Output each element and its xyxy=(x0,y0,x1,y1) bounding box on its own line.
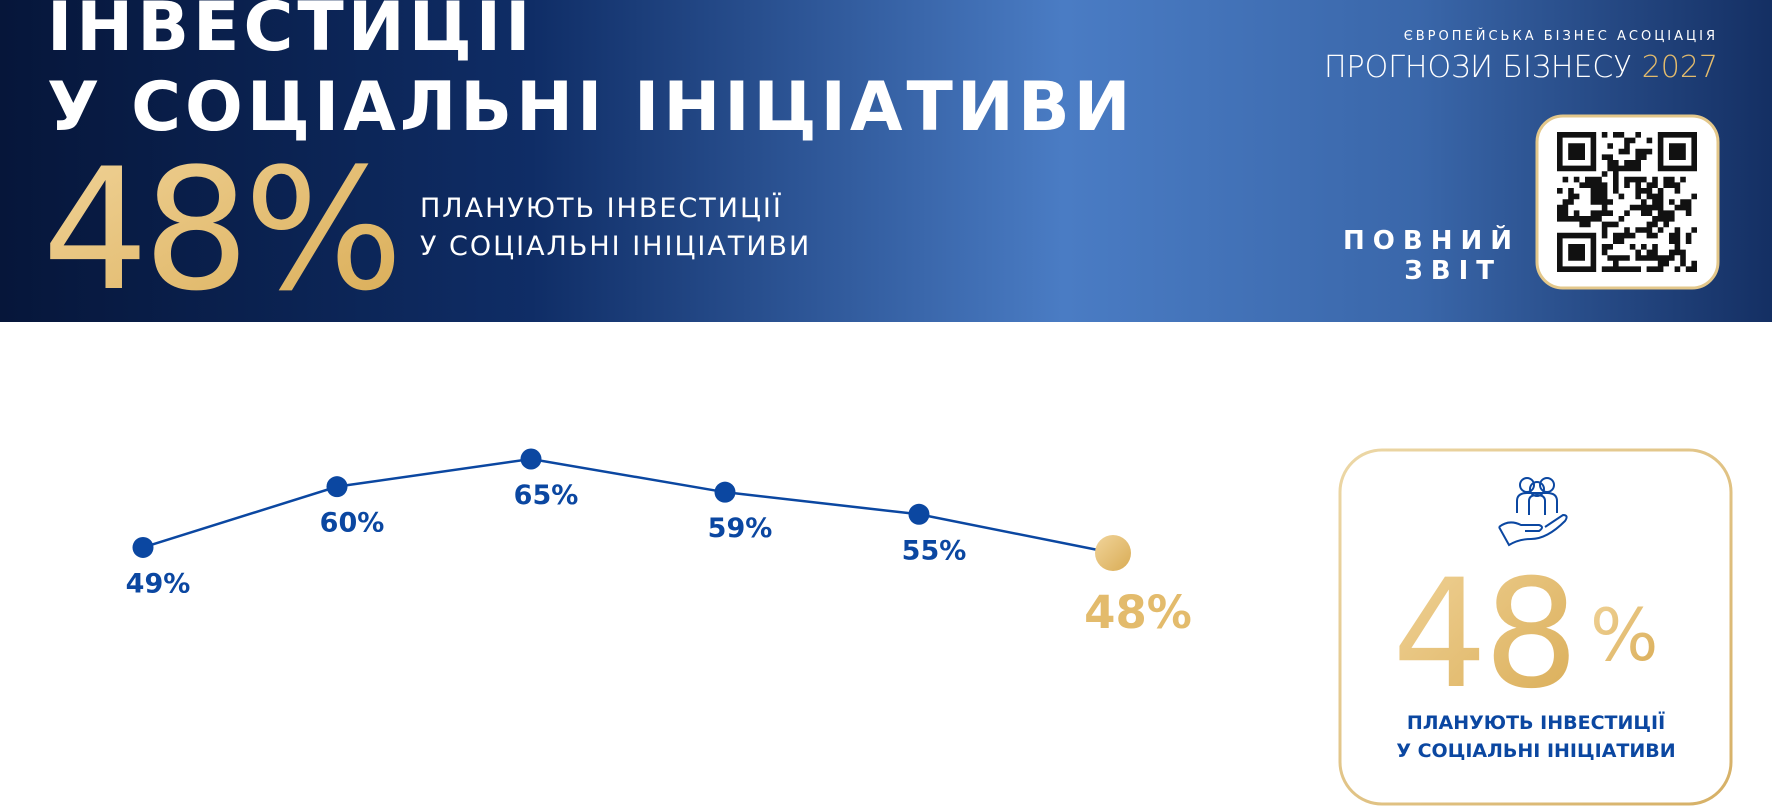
point xyxy=(520,448,542,470)
card-caption: У СОЦІАЛЬНІ ІНІЦІАТИВИ xyxy=(1396,740,1675,762)
qr-caption: ЗВІТ xyxy=(1404,256,1502,286)
card-stat-number: 48 xyxy=(1392,548,1575,722)
stat-caption: У СОЦІАЛЬНІ ІНІЦІАТИВИ xyxy=(420,231,811,262)
line xyxy=(142,457,1114,555)
card-caption: ПЛАНУЮТЬ ІНВЕСТИЦІЇ xyxy=(1407,710,1665,734)
value-label: 48% xyxy=(1084,586,1192,639)
report-title: ПРОГНОЗИ БІЗНЕСУ xyxy=(1324,50,1632,85)
highlight-point xyxy=(1095,535,1131,571)
stat-card xyxy=(1338,448,1733,806)
qr-caption: ПОВНИЙ xyxy=(1343,224,1520,256)
value-label: 49% xyxy=(126,568,191,599)
report-heading: ПРОГНОЗИ БІЗНЕСУ 2027 xyxy=(1324,50,1718,85)
title: У СОЦІАЛЬНІ ІНІЦІАТИВИ xyxy=(47,68,1135,147)
value-label: 60% xyxy=(320,508,385,539)
qr-modules xyxy=(1557,132,1697,272)
point xyxy=(908,503,930,525)
report-year: 2027 xyxy=(1642,50,1718,85)
value-label: 65% xyxy=(514,480,579,511)
organization: ЄВРОПЕЙСЬКА БІЗНЕС АСОЦІАЦІЯ xyxy=(1404,28,1718,44)
stat-caption: ПЛАНУЮТЬ ІНВЕСТИЦІЇ xyxy=(420,192,783,224)
card-stat-unit: % xyxy=(1590,593,1658,677)
line-chart: 49% 60% 65% 59% 55% 48% xyxy=(126,448,1192,639)
title: ІНВЕСТИЦІЇ xyxy=(47,0,534,67)
header-background xyxy=(0,0,1772,322)
point xyxy=(132,536,154,558)
point xyxy=(714,481,736,503)
value-label: 59% xyxy=(708,513,773,544)
qr-code[interactable] xyxy=(1557,132,1697,272)
people-icon xyxy=(1498,477,1568,547)
header-stat: 48% xyxy=(42,132,397,328)
point xyxy=(326,476,348,498)
value-label: 55% xyxy=(902,535,967,566)
